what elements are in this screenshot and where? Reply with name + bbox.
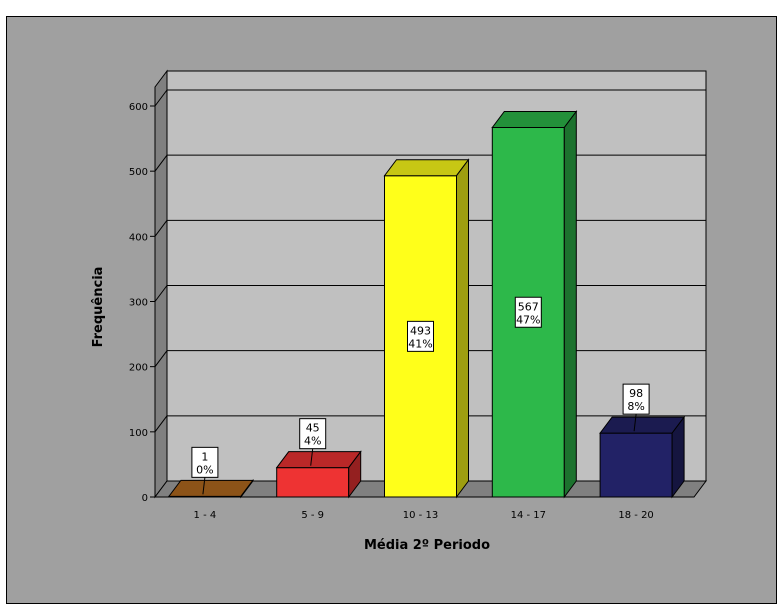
data-label: 10% [191,446,219,495]
bar-side [563,110,577,499]
bar-1-4 [167,478,254,499]
y-tick-label: 200 [129,363,148,374]
gridline-side [154,415,168,433]
label-box [191,446,219,478]
data-label: 454% [299,418,327,466]
y-tick-label: 300 [129,298,148,309]
x-tick-label: 10 - 13 [403,510,438,521]
y-axis: 0 100 200 300 400 500 600 [129,87,156,504]
x-tick-label: 18 - 20 [618,510,653,521]
gridline-side [154,285,168,302]
x-axis: 1 - 4 5 - 9 10 - 13 14 - 17 18 - 20 [194,510,654,521]
label-box [299,418,327,450]
percent-label: 8% [627,400,644,413]
value-label: 567 [518,300,539,313]
y-tick-label: 600 [129,102,148,113]
x-tick-label: 1 - 4 [194,510,217,521]
label-box [514,296,542,328]
value-label: 493 [410,324,431,337]
gridline-side [154,350,168,367]
y-axis-title: Frequência [91,267,106,348]
chart-frame: 0 100 200 300 400 500 600 1 0% 45 4% 493 41% 567 47% 9… [6,16,777,604]
label-leader [202,477,206,495]
bar-5-9 [275,450,362,499]
percent-label: 47% [516,313,540,326]
gridline-side [154,220,168,237]
gridline-side [154,154,168,172]
bar-top [599,416,686,434]
percent-label: 0% [196,463,213,476]
bar-side [456,158,469,499]
y-tick-label: 500 [129,167,148,178]
percent-label: 4% [304,435,321,448]
value-label: 1 [201,450,208,463]
bar-top [275,451,362,469]
label-box [622,383,650,415]
value-label: 45 [306,422,320,435]
gridline-side [154,89,168,107]
bar-side [671,415,685,499]
left-wall [154,69,168,499]
label-leader [633,414,637,432]
bar-top [383,159,470,177]
x-tick-label: 5 - 9 [301,510,324,521]
y-tick-label: 400 [129,232,148,243]
bar-front [599,432,673,498]
y-tick-label: 100 [129,428,148,439]
bar-side [240,478,254,499]
label-leader [310,448,314,466]
value-label: 98 [629,387,643,400]
y-tick-label: 0 [142,493,148,504]
bar-18-20 [599,415,686,499]
x-tick-label: 14 - 17 [511,510,546,521]
bar-side [348,450,362,499]
bar-top [491,111,578,129]
percent-label: 41% [408,337,432,350]
data-label: 988% [622,383,650,432]
bar-front [276,467,350,498]
bar-top [167,479,254,497]
x-axis-title: Média 2º Periodo [364,538,490,553]
label-box [407,320,434,352]
